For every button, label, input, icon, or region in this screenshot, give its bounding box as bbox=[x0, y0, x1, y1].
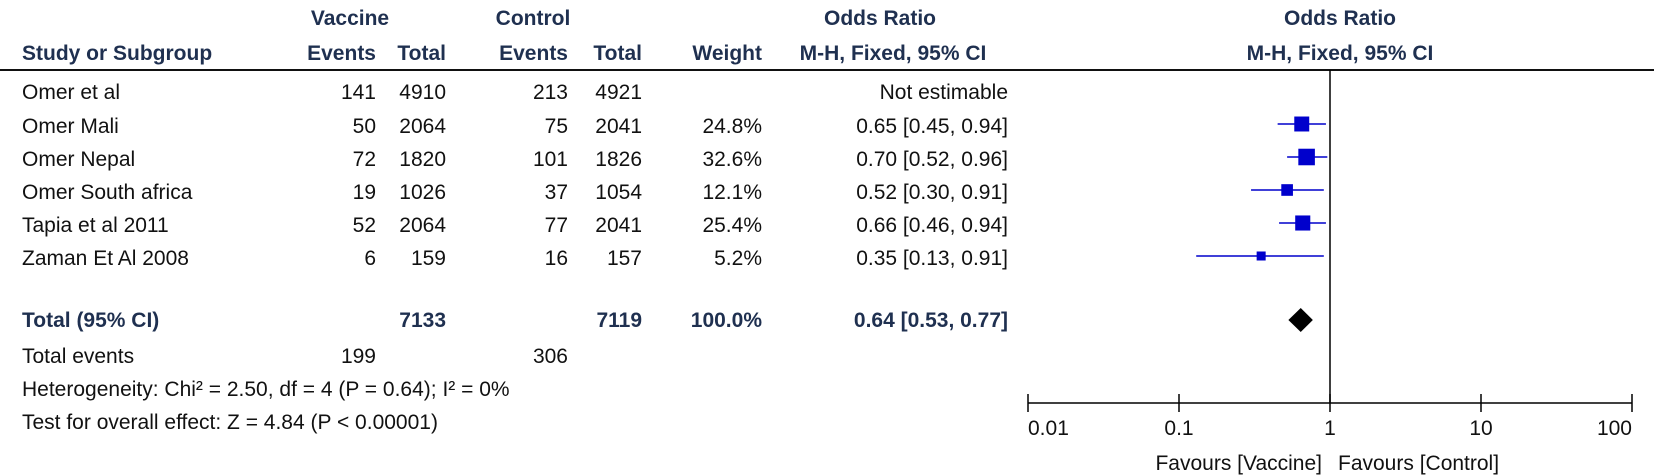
total-events1: 199 bbox=[340, 345, 376, 368]
weight-cell: 24.8% bbox=[702, 115, 762, 138]
events2-cell: 16 bbox=[544, 247, 568, 270]
events1-cell: 19 bbox=[352, 181, 376, 204]
events2-cell: 101 bbox=[532, 148, 568, 171]
x-tick-label: 100 bbox=[1597, 417, 1632, 440]
total2-cell: 2041 bbox=[595, 214, 642, 237]
total-events2: 306 bbox=[532, 345, 568, 368]
total-weight: 100.0% bbox=[690, 309, 762, 332]
col-weight-header: Weight bbox=[692, 42, 762, 65]
study-name: Omer Mali bbox=[22, 115, 119, 138]
events2-cell: 75 bbox=[544, 115, 568, 138]
events1-cell: 72 bbox=[352, 148, 376, 171]
x-tick-label: 1 bbox=[1324, 417, 1336, 440]
effect-cell: Not estimable bbox=[879, 81, 1008, 104]
col-total2-header: Total bbox=[593, 42, 642, 65]
favours-right-label: Favours [Control] bbox=[1338, 452, 1499, 475]
heterogeneity-text: Heterogeneity: Chi² = 2.50, df = 4 (P = … bbox=[22, 378, 510, 401]
weight-cell: 25.4% bbox=[702, 214, 762, 237]
events1-cell: 52 bbox=[352, 214, 376, 237]
point-estimate bbox=[1295, 215, 1311, 231]
x-tick-label: 0.01 bbox=[1028, 417, 1069, 440]
effect-title: Odds Ratio bbox=[823, 7, 936, 30]
weight-cell: 32.6% bbox=[702, 148, 762, 171]
total1-value: 7133 bbox=[399, 309, 446, 332]
events2-cell: 77 bbox=[544, 214, 568, 237]
col-events2-header: Events bbox=[499, 42, 568, 65]
effect-cell: 0.35 [0.13, 0.91] bbox=[856, 247, 1008, 270]
point-estimate bbox=[1256, 251, 1266, 261]
total-events-label: Total events bbox=[22, 345, 135, 368]
events2-cell: 37 bbox=[544, 181, 568, 204]
study-name: Omer South africa bbox=[22, 181, 193, 204]
plot-title: Odds Ratio bbox=[1283, 7, 1396, 30]
total1-cell: 4910 bbox=[399, 81, 446, 104]
study-name: Omer et al bbox=[22, 81, 121, 104]
col-total1-header: Total bbox=[397, 42, 446, 65]
effect-cell: 0.52 [0.30, 0.91] bbox=[856, 181, 1008, 204]
total1-cell: 1820 bbox=[399, 148, 446, 171]
total-effect: 0.64 [0.53, 0.77] bbox=[853, 309, 1008, 332]
events1-cell: 141 bbox=[340, 81, 376, 104]
study-name: Tapia et al 2011 bbox=[22, 214, 169, 237]
total2-cell: 1054 bbox=[595, 181, 642, 204]
effect-cell: 0.65 [0.45, 0.94] bbox=[856, 115, 1008, 138]
col-events1-header: Events bbox=[307, 42, 376, 65]
total2-cell: 157 bbox=[606, 247, 642, 270]
total1-cell: 2064 bbox=[399, 115, 446, 138]
weight-cell: 5.2% bbox=[714, 247, 762, 270]
plot-subtitle: M-H, Fixed, 95% CI bbox=[1246, 42, 1434, 65]
total1-cell: 159 bbox=[410, 247, 446, 270]
events1-cell: 6 bbox=[364, 247, 376, 270]
point-estimate bbox=[1294, 116, 1310, 132]
group1-header: Vaccine bbox=[310, 7, 390, 30]
total2-cell: 4921 bbox=[595, 81, 642, 104]
weight-cell: 12.1% bbox=[702, 181, 762, 204]
pooled-diamond bbox=[1288, 308, 1313, 332]
total1-cell: 2064 bbox=[399, 214, 446, 237]
effect-cell: 0.70 [0.52, 0.96] bbox=[856, 148, 1008, 171]
group2-header: Control bbox=[495, 7, 571, 30]
point-estimate bbox=[1298, 148, 1315, 166]
overall-effect-text: Test for overall effect: Z = 4.84 (P < 0… bbox=[22, 411, 438, 434]
total-label: Total (95% CI) bbox=[22, 309, 160, 332]
col-study-header: Study or Subgroup bbox=[22, 42, 213, 65]
study-name: Omer Nepal bbox=[22, 148, 136, 171]
col-effect-header: M-H, Fixed, 95% CI bbox=[799, 42, 987, 65]
events2-cell: 213 bbox=[532, 81, 568, 104]
total2-value: 7119 bbox=[596, 309, 642, 332]
point-estimate bbox=[1281, 184, 1293, 196]
study-name: Zaman Et Al 2008 bbox=[22, 247, 189, 270]
x-tick-label: 10 bbox=[1469, 417, 1492, 440]
effect-cell: 0.66 [0.46, 0.94] bbox=[856, 214, 1008, 237]
events1-cell: 50 bbox=[352, 115, 376, 138]
total2-cell: 2041 bbox=[595, 115, 642, 138]
header-rule bbox=[0, 69, 1654, 71]
favours-left-label: Favours [Vaccine] bbox=[1155, 452, 1322, 475]
total2-cell: 1826 bbox=[595, 148, 642, 171]
total1-cell: 1026 bbox=[399, 181, 446, 204]
x-tick-label: 0.1 bbox=[1164, 417, 1193, 440]
